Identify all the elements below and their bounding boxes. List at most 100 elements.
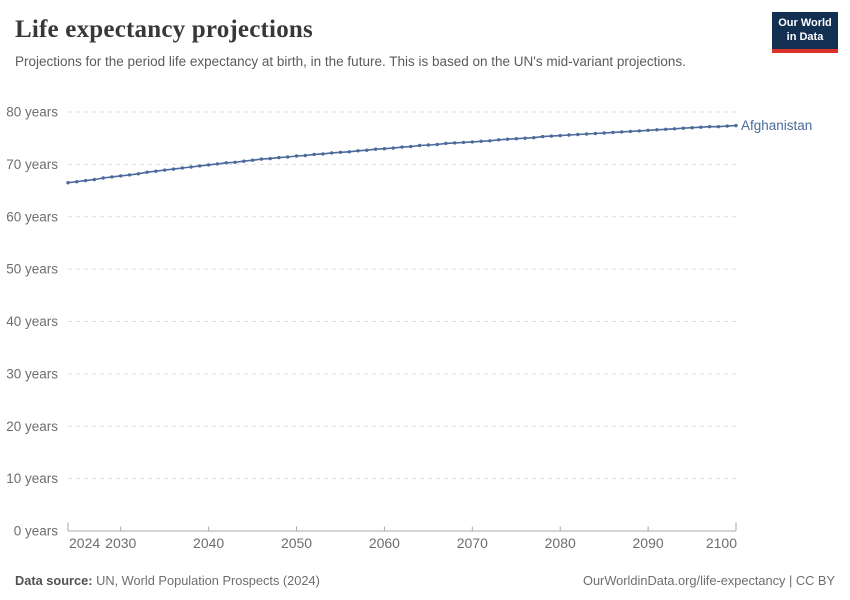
x-tick-label: 2030 (105, 535, 136, 551)
data-point[interactable] (690, 126, 694, 130)
data-point[interactable] (171, 167, 176, 171)
data-point[interactable] (558, 133, 562, 138)
data-point[interactable] (365, 148, 369, 152)
data-point[interactable] (224, 161, 228, 165)
data-point[interactable] (514, 137, 518, 141)
data-point[interactable] (330, 151, 334, 155)
line-chart[interactable]: 0 years 10 years 20 years 30 years 40 years 5… (0, 0, 850, 560)
data-point[interactable] (417, 143, 422, 148)
data-point[interactable] (347, 150, 351, 154)
data-point[interactable] (303, 153, 307, 158)
data-point[interactable] (664, 127, 668, 131)
data-point[interactable] (286, 155, 290, 159)
data-point[interactable] (277, 155, 281, 160)
data-point[interactable] (549, 134, 554, 138)
data-point[interactable] (391, 146, 395, 150)
data-point[interactable] (461, 140, 466, 145)
data-point[interactable] (409, 144, 413, 149)
data-point[interactable] (189, 165, 193, 169)
data-point[interactable] (584, 132, 589, 136)
series-afghanistan[interactable] (66, 123, 738, 185)
data-point[interactable] (725, 124, 729, 128)
data-point[interactable] (119, 174, 123, 178)
data-point[interactable] (479, 139, 483, 143)
data-point[interactable] (453, 141, 457, 145)
data-point[interactable] (699, 125, 703, 129)
owid-link[interactable]: OurWorldinData.org/life-expectancy | CC … (582, 573, 835, 588)
y-tick-label: 50 years (6, 262, 58, 277)
data-point[interactable] (593, 131, 598, 136)
data-point[interactable] (127, 173, 132, 177)
series-label-afghanistan[interactable]: Afghanistan (741, 118, 812, 133)
data-point[interactable] (154, 169, 158, 173)
data-point[interactable] (110, 175, 114, 179)
data-source-note: Data source: UN, World Population Prospe… (15, 573, 320, 588)
data-point[interactable] (681, 126, 685, 130)
data-point[interactable] (101, 176, 105, 180)
data-point[interactable] (707, 125, 712, 129)
owid-logo-accent-bar (772, 48, 838, 53)
data-point[interactable] (611, 130, 615, 135)
data-point[interactable] (206, 163, 211, 167)
series-end-label[interactable]: Afghanistan (741, 118, 812, 133)
x-tick-label: 2080 (545, 535, 576, 551)
data-point[interactable] (628, 129, 633, 134)
series-line[interactable] (67, 124, 737, 184)
data-point[interactable] (532, 136, 536, 140)
data-point[interactable] (312, 152, 316, 157)
x-tick-label: 2090 (633, 535, 664, 551)
data-point[interactable] (444, 141, 448, 146)
data-point[interactable] (338, 150, 343, 154)
owid-logo[interactable]: Our World in Data (772, 12, 838, 53)
data-point[interactable] (497, 138, 501, 142)
data-point[interactable] (198, 164, 202, 168)
data-point[interactable] (180, 166, 184, 170)
data-point[interactable] (268, 156, 272, 161)
data-source-label: Data source: (15, 573, 93, 588)
y-tick-label: 80 years (6, 105, 58, 120)
data-point[interactable] (620, 130, 624, 134)
y-gridlines (68, 111, 736, 480)
x-tick-label: 2024 (69, 535, 100, 551)
data-point[interactable] (382, 147, 387, 151)
logo-text-line1: Our World (778, 17, 832, 29)
x-axis (67, 522, 737, 532)
data-point[interactable] (373, 147, 378, 151)
data-point[interactable] (523, 136, 527, 140)
data-point[interactable] (92, 177, 97, 182)
data-point[interactable] (488, 139, 492, 143)
data-point[interactable] (540, 134, 545, 139)
data-point[interactable] (233, 160, 237, 164)
data-point[interactable] (426, 143, 431, 147)
page-title: Life expectancy projections (15, 16, 313, 43)
chart-footer: Data source: UN, World Population Prospe… (15, 573, 835, 588)
data-point[interactable] (567, 133, 571, 137)
data-point[interactable] (66, 181, 70, 185)
y-tick-label: 10 years (6, 471, 58, 486)
data-point[interactable] (672, 127, 677, 131)
data-point[interactable] (83, 178, 88, 183)
data-point[interactable] (734, 123, 738, 128)
data-point[interactable] (646, 128, 650, 132)
data-point[interactable] (576, 132, 580, 137)
data-point[interactable] (470, 140, 474, 144)
data-point[interactable] (637, 129, 641, 133)
data-point[interactable] (294, 154, 299, 158)
data-point[interactable] (321, 152, 325, 156)
data-point[interactable] (716, 125, 721, 129)
data-point[interactable] (145, 170, 149, 174)
data-point[interactable] (163, 168, 167, 172)
data-point[interactable] (356, 149, 360, 153)
data-point[interactable] (602, 131, 606, 135)
owid-logo-box: Our World in Data (772, 12, 838, 49)
data-point[interactable] (505, 137, 510, 141)
data-point[interactable] (75, 180, 79, 184)
data-point[interactable] (242, 159, 246, 163)
data-point[interactable] (250, 158, 255, 162)
data-point[interactable] (655, 128, 659, 132)
data-point[interactable] (136, 172, 140, 176)
data-point[interactable] (259, 157, 264, 161)
data-point[interactable] (400, 145, 404, 149)
data-point[interactable] (435, 142, 439, 147)
data-point[interactable] (215, 162, 220, 166)
